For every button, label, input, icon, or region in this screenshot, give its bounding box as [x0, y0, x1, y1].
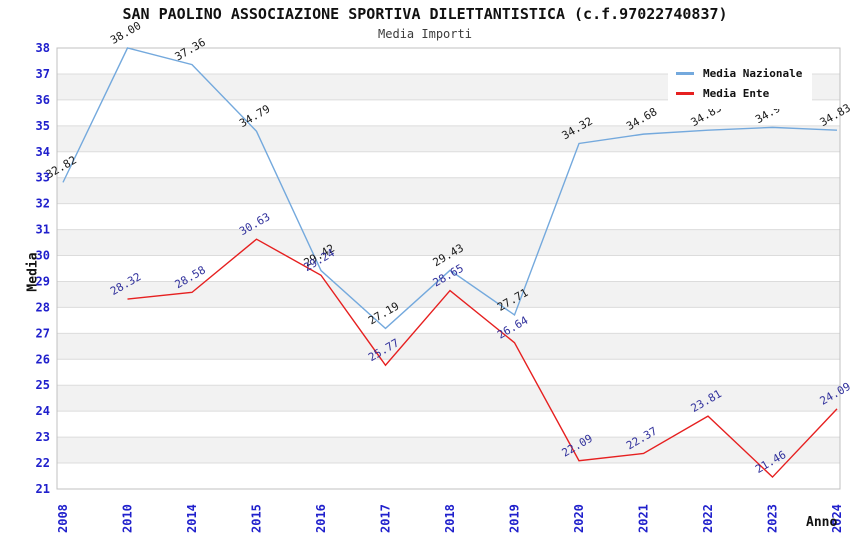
chart-title: SAN PAOLINO ASSOCIAZIONE SPORTIVA DILETT… [122, 5, 728, 23]
y-tick-label: 26 [36, 352, 50, 366]
y-tick-label: 29 [36, 274, 50, 288]
plot-bands [57, 48, 840, 489]
y-tick-label: 30 [36, 249, 50, 263]
y-tick-label: 33 [36, 171, 50, 185]
legend-item-media-nazionale: Media Nazionale [676, 63, 802, 83]
data-label: 38.00 [108, 19, 143, 47]
x-tick-label: 2023 [766, 504, 780, 533]
y-tick-label: 37 [36, 67, 50, 81]
x-tick-label: 2008 [56, 504, 70, 533]
x-tick-label: 2017 [379, 504, 393, 533]
y-tick-label: 21 [36, 482, 50, 496]
y-tick-label: 32 [36, 197, 50, 211]
x-tick-label: 2019 [508, 504, 522, 533]
y-tick-label: 24 [36, 404, 50, 418]
y-tick-label: 25 [36, 378, 50, 392]
y-tick-label: 27 [36, 326, 50, 340]
y-tick-label: 22 [36, 456, 50, 470]
x-tick-label: 2024 [830, 504, 844, 533]
legend-label: Media Ente [703, 86, 770, 100]
y-axis-ticks: 21 22 23 24 25 26 27 28 29 30 31 32 33 34 35 36 37 38 [36, 41, 50, 496]
x-tick-label: 2015 [250, 504, 264, 533]
x-tick-label: 2022 [701, 504, 715, 533]
y-tick-label: 38 [36, 41, 50, 55]
y-tick-label: 35 [36, 119, 50, 133]
legend: Media Nazionale Media Ente [668, 58, 813, 109]
x-tick-label: 2021 [637, 504, 651, 533]
x-axis-title: Anno [806, 515, 838, 530]
y-tick-label: 31 [36, 223, 50, 237]
line-swatch-icon [676, 71, 694, 75]
x-tick-label: 2020 [572, 504, 586, 533]
x-axis-ticks: 2008 2010 2014 2015 2016 2017 2018 2019 2020 2021… [56, 504, 844, 533]
y-tick-label: 34 [36, 145, 50, 159]
y-axis-title: Media [25, 252, 41, 292]
plot-border [56, 47, 841, 490]
chart-subtitle: Media Importi [378, 27, 472, 41]
legend-label: Media Nazionale [703, 66, 803, 80]
y-tick-label: 36 [36, 93, 50, 107]
legend-item-media-ente: Media Ente [676, 83, 802, 103]
y-tick-label: 23 [36, 430, 50, 444]
x-tick-label: 2010 [121, 504, 135, 533]
series-line-media-ente [127, 238, 838, 479]
x-tick-label: 2014 [185, 504, 199, 533]
line-swatch-icon [676, 91, 694, 95]
x-tick-label: 2016 [314, 504, 328, 533]
x-tick-label: 2018 [443, 504, 457, 533]
series-line-media-nazionale [62, 47, 838, 330]
y-tick-label: 28 [36, 300, 50, 314]
